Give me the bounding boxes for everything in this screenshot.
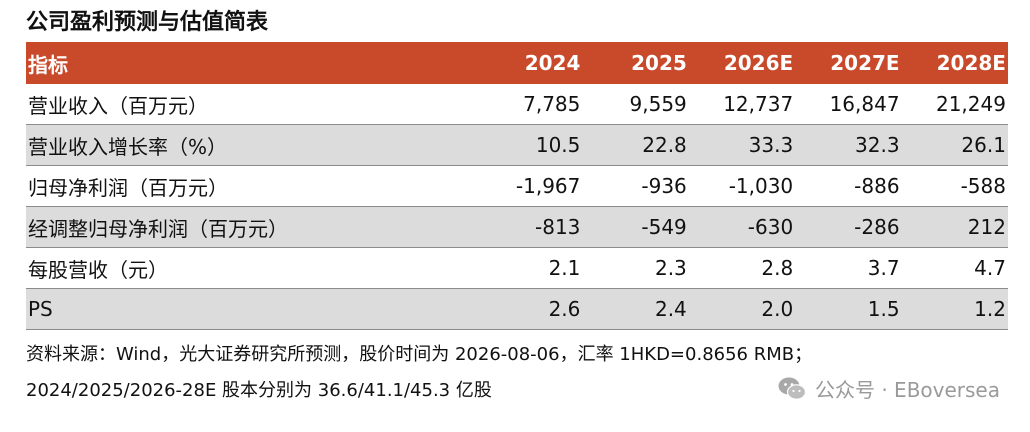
- table-cell: -588: [960, 174, 1006, 198]
- table-cell: 21,249: [935, 92, 1006, 116]
- watermark-text: 公众号 · EBoversea: [814, 378, 1000, 402]
- header-label-indicator: 指标: [28, 52, 68, 77]
- row-label: 每股营收（元）: [28, 257, 168, 282]
- table-cell: 10.5: [535, 133, 581, 157]
- table-cell: -630: [747, 215, 794, 239]
- table-row-net-profit: 归母净利润（百万元） -1,967 -936 -1,030 -886 -588: [26, 166, 1008, 207]
- table-header-row: 指标 2024 2025 2026E 2027E 2028E: [26, 42, 1008, 84]
- forecast-table: 指标 2024 2025 2026E 2027E 2028E 营业收入（百万元）…: [26, 42, 1008, 330]
- table-cell: 12,737: [723, 92, 794, 116]
- table-cell: 3.7: [867, 256, 900, 280]
- page-title: 公司盈利预测与估值简表: [26, 10, 269, 35]
- table-row-ps: PS 2.6 2.4 2.0 1.5 1.2: [26, 289, 1008, 330]
- row-label: PS: [28, 297, 53, 321]
- header-year: 2026E: [723, 51, 794, 75]
- header-year: 2028E: [936, 51, 1006, 75]
- watermark: 公众号 · EBoversea: [777, 374, 1000, 403]
- source-note: 资料来源：Wind，光大证券研究所预测，股价时间为 2026-08-06，汇率 …: [26, 344, 813, 365]
- table-cell: 7,785: [523, 92, 581, 116]
- share-capital-note: 2024/2025/2026-28E 股本分别为 36.6/41.1/45.3 …: [26, 380, 492, 401]
- table-row-revenue-growth: 营业收入增长率（%） 10.5 22.8 33.3 32.3 26.1: [26, 125, 1008, 166]
- row-label: 营业收入（百万元）: [28, 93, 208, 118]
- table-cell: -1,030: [728, 174, 794, 198]
- row-label: 归母净利润（百万元）: [28, 175, 228, 200]
- table-cell: 2.6: [548, 297, 581, 321]
- table-row-revenue: 营业收入（百万元） 7,785 9,559 12,737 16,847 21,2…: [26, 84, 1008, 125]
- header-year: 2024: [524, 51, 581, 75]
- table-cell: -813: [535, 215, 581, 239]
- row-label: 经调整归母净利润（百万元）: [28, 216, 288, 241]
- table-row-revenue-per-share: 每股营收（元） 2.1 2.3 2.8 3.7 4.7: [26, 248, 1008, 289]
- table-cell: -886: [854, 174, 900, 198]
- table-cell: 9,559: [629, 92, 687, 116]
- table-cell: -549: [641, 215, 687, 239]
- table-cell: -936: [641, 174, 687, 198]
- table-cell: 2.4: [654, 297, 687, 321]
- table-cell: 2.3: [654, 256, 687, 280]
- table-cell: 212: [967, 215, 1006, 239]
- table-cell: 16,847: [829, 92, 900, 116]
- table-cell: 32.3: [855, 133, 900, 157]
- wechat-icon: [778, 377, 807, 400]
- header-year: 2025: [631, 51, 687, 75]
- table-cell: -286: [854, 215, 900, 239]
- table-cell: 2.8: [761, 256, 794, 280]
- table-cell: 4.7: [974, 256, 1006, 280]
- table-cell: 26.1: [961, 133, 1006, 157]
- table-cell: 2.0: [761, 297, 794, 321]
- header-year: 2027E: [830, 51, 900, 75]
- table-cell: 1.2: [974, 297, 1006, 321]
- table-cell: 22.8: [642, 133, 687, 157]
- table-cell: 2.1: [548, 256, 581, 280]
- table-cell: 33.3: [748, 133, 794, 157]
- table-cell: 1.5: [867, 297, 900, 321]
- table-cell: -1,967: [515, 174, 581, 198]
- row-label: 营业收入增长率（%）: [28, 134, 228, 159]
- table-row-adjusted-net-profit: 经调整归母净利润（百万元） -813 -549 -630 -286 212: [26, 207, 1008, 248]
